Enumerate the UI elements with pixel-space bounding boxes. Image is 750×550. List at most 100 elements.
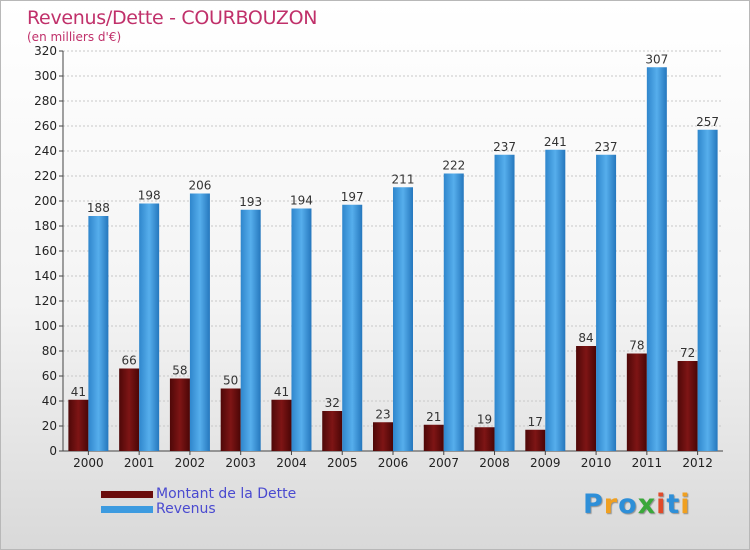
y-tick-label: 60 — [42, 369, 57, 383]
bar-revenue — [291, 208, 312, 451]
chart-title: Revenus/Dette - COURBOUZON — [27, 7, 318, 29]
logo-letter: i — [680, 489, 691, 520]
logo-letter: x — [637, 489, 657, 520]
legend-label-debt: Montant de la Dette — [156, 486, 297, 502]
data-label-debt: 78 — [629, 339, 644, 353]
chart-subtitle: (en milliers d'€) — [27, 30, 122, 44]
x-tick-label: 2010 — [581, 456, 612, 470]
y-tick-label: 300 — [34, 69, 57, 83]
y-tick-label: 240 — [34, 144, 57, 158]
bar-revenue — [545, 149, 566, 451]
proxiti-logo: Proxiti — [583, 489, 691, 520]
data-label-revenue: 211 — [392, 172, 415, 186]
bar-revenue — [443, 173, 464, 451]
data-label-revenue: 197 — [341, 190, 364, 204]
x-tick-label: 2009 — [530, 456, 561, 470]
y-tick-label: 140 — [34, 269, 57, 283]
bar-debt — [474, 427, 495, 451]
y-tick-label: 160 — [34, 244, 57, 258]
data-label-revenue: 237 — [493, 140, 516, 154]
data-label-debt: 84 — [578, 331, 593, 345]
data-label-revenue: 237 — [595, 140, 618, 154]
y-tick-label: 220 — [34, 169, 57, 183]
axis-layer: 0 20 40 60 80 100 120 140 160 180 200 220 240 260 280 3… — [34, 44, 723, 470]
bar-debt — [68, 399, 89, 451]
x-tick-label: 2001 — [124, 456, 155, 470]
bars-layer — [68, 67, 718, 451]
logo-letter: o — [618, 489, 638, 520]
bar-revenue — [88, 216, 109, 451]
bar-revenue — [139, 203, 160, 451]
data-label-revenue: 193 — [239, 195, 262, 209]
bar-revenue — [393, 187, 413, 451]
logo-letter: t — [666, 489, 681, 520]
y-tick-label: 40 — [42, 394, 57, 408]
data-label-revenue: 194 — [290, 194, 313, 208]
x-tick-label: 2005 — [327, 456, 358, 470]
data-label-debt: 58 — [172, 364, 187, 378]
bar-debt — [525, 429, 546, 451]
bar-debt — [169, 378, 190, 451]
legend-swatch-revenue — [101, 506, 153, 513]
bar-revenue — [494, 154, 515, 451]
data-label-debt: 41 — [71, 385, 86, 399]
bar-debt — [119, 368, 140, 451]
bar-revenue — [697, 129, 718, 451]
logo-letter: r — [603, 489, 619, 520]
bar-debt — [373, 422, 393, 451]
logo-letter: i — [656, 489, 667, 520]
y-tick-label: 200 — [34, 194, 57, 208]
x-tick-label: 2008 — [479, 456, 510, 470]
data-label-debt: 50 — [223, 374, 238, 388]
data-label-revenue: 222 — [442, 159, 465, 173]
data-label-revenue: 206 — [188, 179, 211, 193]
bar-debt — [271, 399, 292, 451]
logo-letter: P — [583, 489, 604, 520]
x-tick-label: 2007 — [428, 456, 459, 470]
data-label-debt: 66 — [122, 354, 137, 368]
y-tick-label: 260 — [34, 119, 57, 133]
y-tick-label: 0 — [49, 444, 57, 458]
bar-revenue — [596, 154, 617, 451]
data-label-revenue: 241 — [544, 135, 567, 149]
bar-debt — [677, 361, 698, 451]
data-label-debt: 41 — [274, 385, 289, 399]
bar-debt — [626, 353, 647, 451]
x-tick-label: 2012 — [682, 456, 713, 470]
y-tick-label: 280 — [34, 94, 57, 108]
x-tick-label: 2011 — [632, 456, 663, 470]
y-tick-label: 100 — [34, 319, 57, 333]
data-label-debt: 21 — [426, 410, 441, 424]
bar-revenue — [240, 209, 261, 451]
legend-label-revenue: Revenus — [156, 501, 216, 517]
data-label-debt: 17 — [528, 415, 543, 429]
legend-swatch-debt — [101, 491, 153, 498]
bar-revenue — [189, 193, 210, 451]
bar-debt — [576, 346, 597, 451]
bar-debt — [220, 388, 241, 451]
bar-revenue — [646, 67, 667, 451]
y-tick-label: 180 — [34, 219, 57, 233]
bar-debt — [423, 424, 444, 451]
y-tick-label: 320 — [34, 44, 57, 58]
y-tick-label: 80 — [42, 344, 57, 358]
x-tick-label: 2000 — [73, 456, 104, 470]
data-label-debt: 32 — [325, 396, 340, 410]
x-tick-label: 2004 — [276, 456, 307, 470]
data-label-revenue: 307 — [645, 52, 668, 66]
x-tick-label: 2006 — [378, 456, 409, 470]
y-tick-label: 20 — [42, 419, 57, 433]
data-label-debt: 23 — [375, 407, 390, 421]
data-label-debt: 19 — [477, 412, 492, 426]
data-label-revenue: 198 — [138, 189, 161, 203]
bar-debt — [322, 411, 343, 451]
data-label-debt: 72 — [680, 346, 695, 360]
bar-revenue — [342, 204, 363, 451]
data-label-revenue: 188 — [87, 201, 110, 215]
x-tick-label: 2002 — [175, 456, 206, 470]
labels-layer: 41 188 66 198 58 206 50 193 41 194 32 197 23 211 21 222… — [71, 52, 719, 429]
y-tick-label: 120 — [34, 294, 57, 308]
x-tick-label: 2003 — [225, 456, 256, 470]
